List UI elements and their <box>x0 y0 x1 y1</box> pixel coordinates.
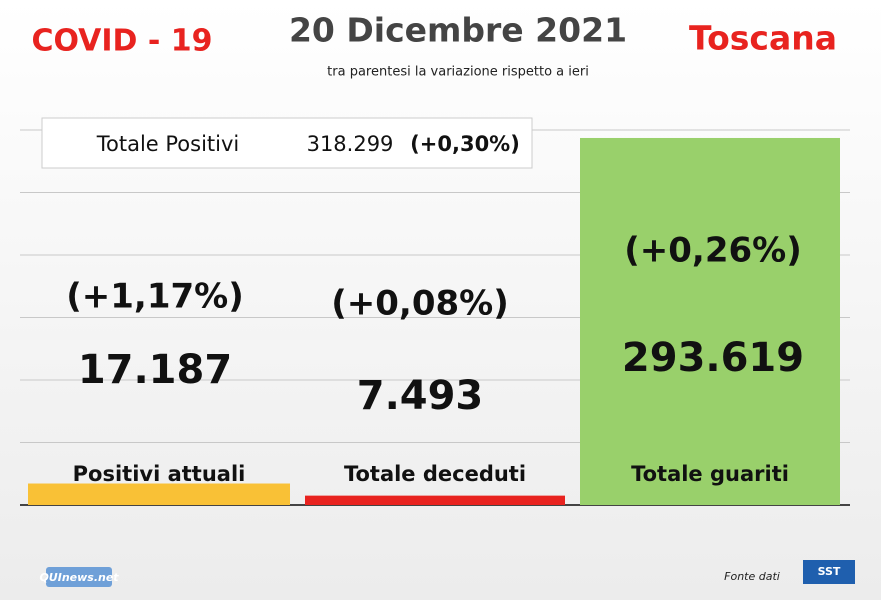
total-label: Totale Positivi <box>96 132 240 156</box>
logo-sst-box <box>803 560 855 584</box>
logo-box <box>46 567 112 587</box>
change-label: (+0,08%) <box>331 284 509 324</box>
change-label: (+0,26%) <box>624 231 802 271</box>
value-label: 17.187 <box>78 347 232 393</box>
bar <box>580 137 840 505</box>
total-change: (+0,30%) <box>410 132 520 156</box>
value-label: 7.493 <box>357 373 484 419</box>
logo-quinews: QUInews.net <box>39 571 119 584</box>
bar <box>28 483 290 505</box>
value-label: 293.619 <box>622 335 804 381</box>
category-label: Positivi attuali <box>73 462 246 486</box>
category-label: Totale deceduti <box>344 462 526 486</box>
category-label: Totale guariti <box>631 462 789 486</box>
total-box <box>41 117 533 169</box>
label-left: COVID - 19 <box>31 24 212 59</box>
plot: Positivi attuali Totale deceduti Totale gu… <box>20 129 850 506</box>
region: Toscana <box>689 19 837 58</box>
total-value: 318.299 <box>307 132 394 156</box>
chart-title: 20 Dicembre 2021 <box>289 11 627 50</box>
bar <box>305 495 565 505</box>
source: Fonte dati <box>724 570 780 583</box>
change-label: (+1,17%) <box>66 277 244 317</box>
logo-sst: SST <box>818 565 841 578</box>
chart-subtitle: tra parentesi la variazione rispetto a i… <box>327 65 589 80</box>
